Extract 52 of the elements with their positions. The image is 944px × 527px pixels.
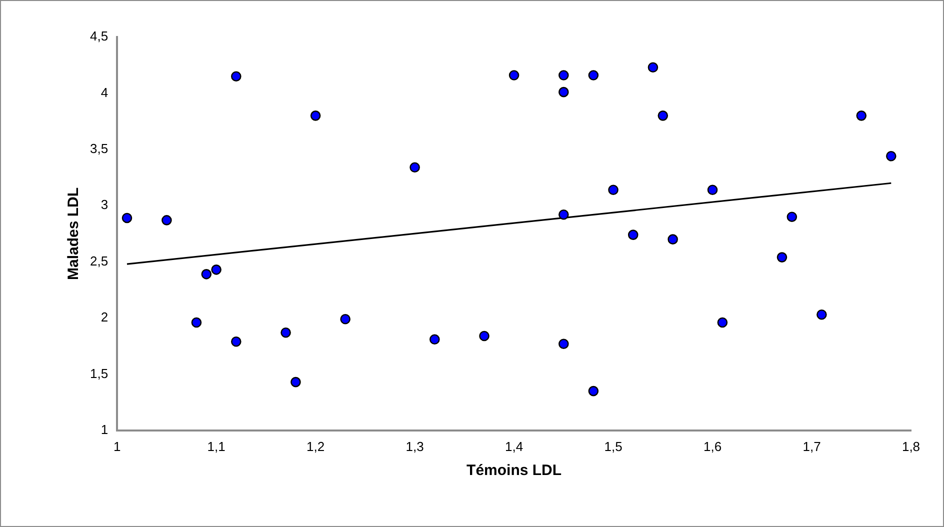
x-tick-label: 1,4 xyxy=(504,438,524,454)
y-axis-title: Malades LDL xyxy=(65,187,82,280)
x-tick-label: 1,3 xyxy=(406,438,424,454)
point xyxy=(280,327,291,338)
point xyxy=(410,162,420,173)
x-tick-label: 1 xyxy=(113,438,121,454)
point xyxy=(290,376,301,388)
point xyxy=(786,212,798,222)
y-tick-label: 4,5 xyxy=(90,28,108,44)
point xyxy=(211,264,222,275)
point xyxy=(558,70,569,80)
point xyxy=(479,330,490,342)
y-tick-label: 3,5 xyxy=(90,140,108,156)
point xyxy=(231,71,242,82)
point xyxy=(558,338,569,349)
x-tick-label: 1,5 xyxy=(604,438,622,454)
x-tick-label: 1,1 xyxy=(207,438,226,454)
point xyxy=(668,234,678,244)
point xyxy=(648,62,658,72)
point xyxy=(122,212,132,224)
point xyxy=(707,184,718,196)
point xyxy=(608,184,618,196)
point xyxy=(628,230,638,240)
point xyxy=(717,317,728,328)
x-tick-label: 1,6 xyxy=(703,438,722,454)
point xyxy=(558,86,569,98)
point xyxy=(856,110,867,121)
point xyxy=(816,309,827,320)
point xyxy=(340,314,350,324)
point xyxy=(658,110,668,121)
y-tick-label: 4 xyxy=(100,84,108,100)
point xyxy=(231,336,242,347)
point xyxy=(162,215,172,226)
point xyxy=(508,70,520,80)
point xyxy=(588,386,599,396)
x-tick-label: 1,2 xyxy=(306,438,325,454)
y-tick-label: 3 xyxy=(100,197,108,212)
y-tick-label: 1 xyxy=(100,422,108,437)
y-tick-label: 2 xyxy=(100,310,108,325)
x-tick-label: 1,7 xyxy=(802,438,821,454)
x-axis-title: Témoins LDL xyxy=(466,462,562,480)
point xyxy=(310,110,321,121)
point xyxy=(886,150,896,162)
y-tick-label: 2,5 xyxy=(90,253,108,268)
point xyxy=(776,252,788,262)
point xyxy=(588,70,599,80)
y-tick-label: 1,5 xyxy=(90,366,108,381)
point xyxy=(558,209,569,220)
point xyxy=(201,269,212,280)
point xyxy=(429,334,440,345)
x-tick-label: 1,8 xyxy=(902,438,920,454)
point xyxy=(191,317,202,328)
